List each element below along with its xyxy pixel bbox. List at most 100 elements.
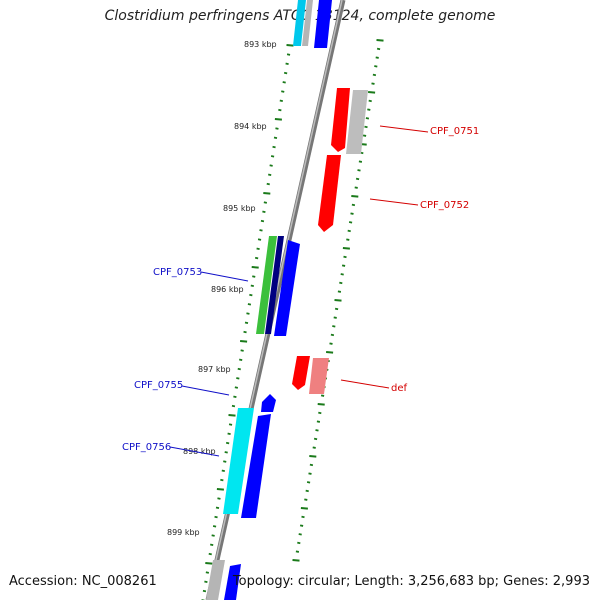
scale-tick-minor — [236, 377, 240, 380]
scale-tick-minor — [283, 71, 288, 75]
gene-blue[interactable] — [314, 0, 332, 48]
gene-cpf0753-navy[interactable] — [265, 236, 284, 334]
scale-tick-major — [292, 559, 300, 562]
gene-label-cpf0752[interactable]: CPF_0752 — [420, 200, 469, 211]
scale-tick-minor — [215, 506, 220, 509]
scale-tick-minor — [268, 173, 272, 176]
gene-label-def[interactable]: def — [391, 383, 408, 394]
leader-line-cpf0755 — [181, 385, 230, 396]
scale-tick-minor — [329, 342, 333, 345]
scale-tick-minor — [333, 316, 337, 319]
scale-tick-major — [309, 455, 317, 458]
left-scale-track — [201, 44, 294, 600]
scale-tick-minor — [285, 62, 289, 65]
scale-tick-major — [205, 562, 213, 565]
gene-labels: CPF_0751 CPF_0752 CPF_0753 def CPF_0755 … — [122, 126, 479, 453]
scale-tick-major — [368, 91, 376, 94]
leader-line-cpf0752 — [369, 198, 419, 206]
scale-tick-minor — [371, 82, 375, 85]
scale-tick-minor — [221, 469, 225, 472]
gene-label-cpf0753[interactable]: CPF_0753 — [153, 267, 202, 278]
scale-tick-minor — [341, 264, 346, 267]
gene-cyan[interactable] — [293, 0, 306, 46]
scale-tick-major — [216, 488, 224, 491]
scale-tick-minor — [309, 463, 314, 467]
scale-tick-minor — [237, 367, 241, 371]
scale-tick-minor — [282, 81, 286, 84]
scale-tick-minor — [243, 330, 247, 334]
scale-tick-minor — [304, 498, 308, 501]
scale-tick-minor — [204, 580, 208, 583]
gene-cpf0756-blue[interactable] — [241, 414, 271, 518]
tick-label: 895 kbp — [223, 204, 256, 213]
scale-tick-minor — [358, 160, 363, 163]
gene-cpf0753-green[interactable] — [256, 236, 277, 334]
scale-tick-minor — [354, 186, 358, 189]
scale-tick-minor — [365, 117, 370, 120]
gene-label-cpf0751[interactable]: CPF_0751 — [430, 126, 479, 137]
scale-tick-minor — [362, 134, 367, 137]
scale-tick-major — [300, 507, 308, 510]
scale-tick-minor — [286, 53, 291, 56]
scale-tick-minor — [368, 99, 372, 103]
gene-bottom-grey[interactable] — [206, 560, 225, 600]
scale-tick-major — [334, 299, 342, 302]
gene-cpf0752-red[interactable] — [318, 155, 341, 232]
scale-tick-minor — [217, 497, 221, 500]
scale-tick-minor — [357, 169, 361, 172]
gene-bottom-blue[interactable] — [224, 564, 241, 600]
scale-tick-minor — [346, 238, 350, 241]
scale-tick-major — [342, 247, 350, 250]
scale-tick-minor — [312, 446, 316, 449]
leader-line-cpf0756 — [169, 446, 220, 457]
scale-tick-minor — [278, 108, 282, 112]
scale-tick-minor — [239, 358, 243, 361]
scale-tick-minor — [270, 155, 275, 158]
scale-tick-minor — [240, 349, 244, 352]
scale-tick-major — [376, 39, 384, 42]
scale-tick-minor — [306, 481, 311, 484]
scale-tick-minor — [343, 255, 347, 259]
scale-tick-minor — [234, 386, 239, 389]
scale-tick-minor — [247, 303, 252, 306]
scale-tick-minor — [272, 145, 276, 149]
gene-label-cpf0756[interactable]: CPF_0756 — [122, 442, 171, 453]
gene-cpf0751-grey[interactable] — [346, 90, 368, 154]
accession-text: Accession: NC_008261 — [9, 574, 157, 589]
gene-cpf0755-blue[interactable] — [261, 394, 276, 412]
gene-cpf0753-blue[interactable] — [274, 240, 300, 336]
gene-cpf0756-cyan[interactable] — [223, 408, 254, 514]
scale-tick-minor — [273, 136, 278, 139]
scale-tick-minor — [347, 229, 351, 233]
gene-label-cpf0755[interactable]: CPF_0755 — [134, 380, 183, 391]
scale-tick-minor — [244, 321, 249, 324]
scale-tick-major — [351, 195, 359, 198]
scale-tick-minor — [225, 441, 230, 445]
gene-grey[interactable] — [302, 0, 313, 46]
scale-tick-minor — [210, 543, 214, 546]
tick-label: 897 kbp — [198, 365, 231, 374]
scale-tick-minor — [301, 515, 305, 519]
scale-tick-minor — [316, 420, 321, 423]
scale-tick-major — [274, 118, 282, 121]
scale-tick-minor — [249, 293, 253, 297]
scale-tick-minor — [339, 281, 343, 285]
tick-label: 896 kbp — [211, 285, 244, 294]
scale-tick-minor — [250, 284, 254, 287]
scale-tick-minor — [330, 333, 335, 337]
scale-tick-minor — [260, 219, 265, 223]
scale-tick-minor — [263, 201, 268, 204]
tick-label: 899 kbp — [167, 528, 200, 537]
scale-tick-minor — [297, 541, 301, 545]
scale-tick-minor — [374, 65, 378, 68]
scale-tick-major — [326, 351, 334, 354]
gene-cpf0751-red[interactable] — [331, 88, 350, 152]
scale-tick-minor — [305, 489, 309, 493]
scale-tick-minor — [332, 325, 336, 328]
scale-tick-minor — [279, 99, 283, 102]
scale-tick-major — [251, 266, 259, 269]
scale-tick-minor — [376, 47, 381, 51]
scale-tick-major — [263, 192, 271, 195]
gene-def-pink[interactable] — [309, 358, 329, 394]
gene-def-red[interactable] — [292, 356, 310, 390]
